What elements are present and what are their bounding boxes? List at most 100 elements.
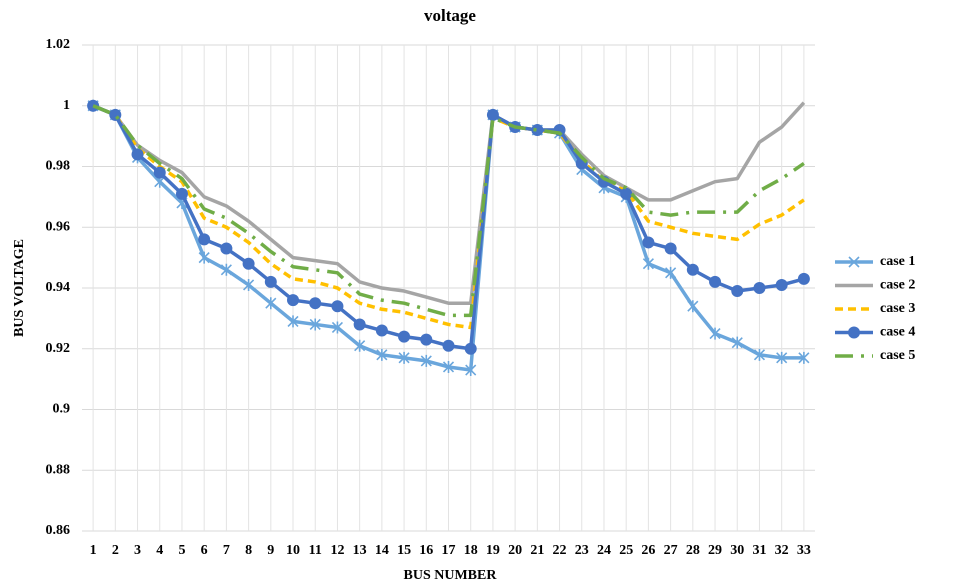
- point: [220, 263, 232, 276]
- x-tick-label: 24: [597, 543, 611, 558]
- series-line: [92, 104, 805, 330]
- y-tick-label: 1: [63, 98, 70, 113]
- x-tick-label: 27: [664, 543, 678, 558]
- point: [797, 272, 810, 285]
- point: [420, 354, 432, 367]
- point: [375, 324, 388, 337]
- point: [775, 278, 788, 291]
- point: [242, 257, 255, 270]
- point: [442, 360, 455, 373]
- y-tick-label: 1.02: [46, 37, 71, 52]
- x-tick-label: 12: [330, 543, 344, 558]
- point: [686, 263, 699, 276]
- point: [709, 275, 722, 288]
- point: [642, 257, 654, 270]
- x-tick-label: 7: [223, 543, 230, 558]
- point: [642, 236, 655, 249]
- point: [753, 348, 766, 361]
- point: [486, 108, 499, 121]
- x-tick-label: 11: [309, 543, 322, 558]
- point: [465, 364, 477, 377]
- point: [398, 351, 410, 364]
- x-tick-label: 5: [178, 543, 185, 558]
- x-tick-label: 25: [619, 543, 633, 558]
- point: [153, 166, 166, 179]
- point: [753, 282, 766, 294]
- x-tick-label: 33: [797, 543, 811, 558]
- point: [665, 266, 677, 279]
- legend-label: case 2: [880, 278, 915, 293]
- x-tick-label: 8: [245, 543, 252, 558]
- point: [175, 187, 188, 200]
- x-tick-label: 1: [90, 543, 97, 558]
- x-tick-label: 30: [730, 543, 744, 558]
- point: [354, 339, 366, 352]
- point: [220, 242, 233, 255]
- point: [198, 251, 210, 264]
- chart-title: voltage: [424, 6, 476, 25]
- legend-label: case 4: [880, 325, 915, 340]
- point: [798, 351, 810, 364]
- x-tick-label: 3: [134, 543, 141, 558]
- legend-marker: [848, 256, 860, 268]
- point: [731, 336, 743, 349]
- y-tick-label: 0.9: [53, 402, 71, 417]
- y-tick-label: 0.88: [46, 462, 71, 477]
- x-tick-label: 19: [486, 543, 500, 558]
- x-tick-label: 20: [508, 543, 522, 558]
- series-line: [92, 104, 805, 318]
- y-axis-label: BUS VOLTAGE: [12, 239, 27, 337]
- x-tick-label: 10: [286, 543, 300, 558]
- x-tick-label: 13: [353, 543, 367, 558]
- x-tick-label: 9: [267, 543, 274, 558]
- point: [331, 300, 344, 313]
- x-tick-label: 18: [464, 543, 478, 558]
- point: [731, 285, 744, 298]
- legend-label: case 1: [880, 254, 915, 269]
- point: [442, 339, 455, 352]
- point: [464, 342, 477, 355]
- x-tick-label: 26: [641, 543, 655, 558]
- x-axis-label: BUS NUMBER: [404, 568, 498, 583]
- point: [709, 327, 721, 340]
- point: [287, 315, 299, 328]
- point: [353, 318, 366, 331]
- x-tick-label: 23: [575, 543, 589, 558]
- legend-label: case 3: [880, 301, 915, 316]
- point: [420, 333, 433, 346]
- y-tick-label: 0.86: [46, 523, 71, 538]
- x-tick-label: 4: [156, 543, 163, 558]
- x-tick-label: 28: [686, 543, 700, 558]
- point: [687, 300, 699, 313]
- point: [265, 297, 277, 310]
- point: [620, 187, 633, 200]
- x-tick-label: 29: [708, 543, 722, 558]
- point: [776, 351, 788, 364]
- x-tick-label: 2: [112, 543, 119, 558]
- point: [309, 318, 321, 331]
- point: [331, 321, 344, 334]
- y-tick-label: 0.94: [46, 280, 71, 295]
- y-tick-label: 0.98: [46, 159, 71, 174]
- x-tick-label: 6: [201, 543, 208, 558]
- point: [131, 148, 144, 161]
- x-tick-label: 21: [530, 543, 544, 558]
- x-tick-label: 32: [775, 543, 789, 558]
- point: [664, 242, 677, 255]
- point: [531, 124, 544, 137]
- point: [376, 348, 388, 361]
- series-line: [92, 101, 806, 305]
- x-tick-label: 14: [375, 543, 389, 558]
- point: [109, 108, 122, 121]
- point: [243, 278, 255, 291]
- x-tick-label: 22: [553, 543, 567, 558]
- point: [287, 294, 300, 307]
- point: [398, 330, 411, 343]
- x-tick-label: 16: [419, 543, 433, 558]
- y-tick-label: 0.92: [46, 341, 71, 356]
- point: [198, 233, 211, 246]
- point: [309, 297, 322, 310]
- legend-label: case 5: [880, 348, 915, 363]
- y-tick-label: 0.96: [46, 219, 71, 234]
